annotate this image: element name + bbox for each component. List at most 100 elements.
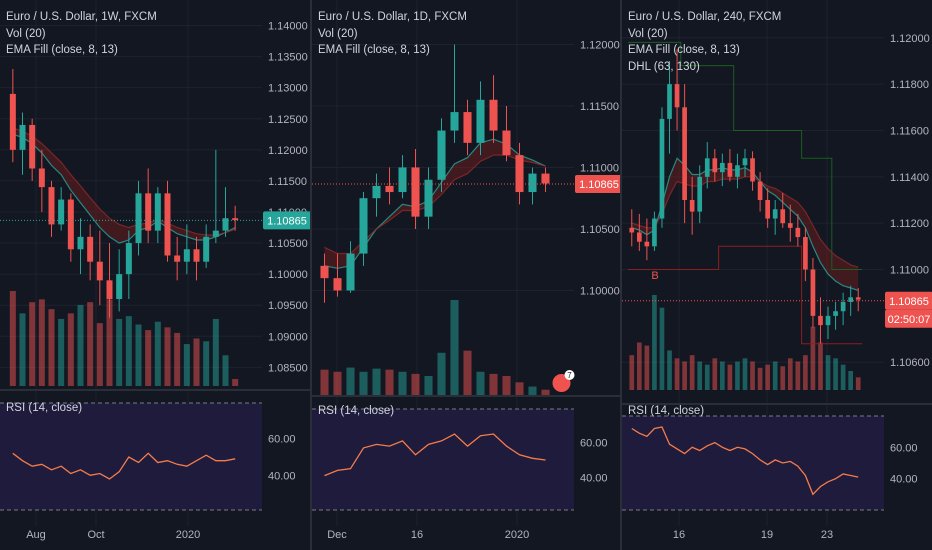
candle[interactable] — [689, 200, 695, 212]
candle[interactable] — [424, 179, 433, 217]
candle[interactable] — [795, 227, 801, 238]
symbol-title-daily[interactable]: Euro / U.S. Dollar, 1D, FXCM — [318, 11, 467, 23]
candle[interactable] — [154, 193, 161, 231]
candle[interactable] — [135, 193, 142, 244]
chart-panel-daily[interactable]: 1.12000 1.11500 1.11000 1.10500 1.10000 1.108… — [312, 0, 620, 550]
candle[interactable] — [320, 265, 329, 279]
candle[interactable] — [58, 199, 65, 225]
candle[interactable] — [515, 155, 524, 193]
panel-divider[interactable] — [620, 0, 622, 550]
indicator-ema-fill-weekly[interactable]: EMA Fill (close, 8, 13) — [6, 44, 118, 56]
candle[interactable] — [333, 278, 342, 291]
candle[interactable] — [818, 315, 823, 326]
candle[interactable] — [29, 124, 36, 169]
candle[interactable] — [476, 99, 485, 143]
candle[interactable] — [840, 301, 846, 312]
candle[interactable] — [644, 241, 650, 247]
rsi-label-4h[interactable]: RSI (14, close) — [628, 405, 705, 417]
candle[interactable] — [346, 253, 355, 291]
candle[interactable] — [541, 173, 550, 184]
current-price-label-bg[interactable] — [575, 175, 620, 194]
candle[interactable] — [48, 187, 55, 225]
candle[interactable] — [502, 130, 511, 156]
candle[interactable] — [833, 311, 838, 316]
candle[interactable] — [803, 237, 808, 270]
candle[interactable] — [398, 167, 407, 193]
candle[interactable] — [704, 158, 710, 177]
indicator-ema-fill-4h[interactable]: EMA Fill (close, 8, 13) — [628, 44, 740, 56]
candle[interactable] — [757, 181, 763, 200]
volume-bar — [787, 358, 793, 390]
candle[interactable] — [372, 185, 381, 199]
chart-canvas-daily[interactable]: 1.12000 1.11500 1.11000 1.10500 1.10000 1.108… — [312, 0, 620, 550]
volume-bar — [346, 367, 355, 395]
candle[interactable] — [232, 218, 239, 221]
candle[interactable] — [659, 118, 665, 219]
candle[interactable] — [463, 112, 472, 143]
candle[interactable] — [411, 167, 420, 217]
candle[interactable] — [96, 261, 103, 281]
indicator-ema-fill-daily[interactable]: EMA Fill (close, 8, 13) — [318, 44, 430, 56]
candle[interactable] — [125, 243, 132, 275]
candle[interactable] — [712, 158, 718, 173]
candle[interactable] — [787, 223, 793, 228]
candle[interactable] — [636, 232, 642, 242]
candle[interactable] — [489, 99, 498, 131]
candle[interactable] — [212, 230, 219, 237]
chart-panel-weekly[interactable]: 1.14000 1.13500 1.13000 1.12500 1.12000 1.115… — [0, 0, 310, 550]
candle[interactable] — [437, 130, 446, 180]
candle[interactable] — [674, 84, 680, 108]
candle[interactable] — [720, 162, 725, 173]
chart-panel-4h[interactable]: 1.12000 1.11800 1.11600 1.11400 1.11200 1.110… — [622, 0, 932, 550]
rsi-label-daily[interactable]: RSI (14, close) — [318, 405, 395, 417]
chart-canvas-4h[interactable]: 1.12000 1.11800 1.11600 1.11400 1.11200 1.110… — [622, 0, 932, 550]
indicator-dhl-4h[interactable]: DHL (63, 130) — [628, 60, 700, 73]
candle[interactable] — [164, 193, 171, 256]
candle[interactable] — [87, 236, 94, 262]
candle[interactable] — [222, 218, 229, 231]
candle[interactable] — [780, 209, 786, 224]
candle[interactable] — [67, 199, 74, 250]
candle[interactable] — [652, 218, 657, 247]
candle[interactable] — [750, 158, 755, 182]
candle[interactable] — [742, 158, 748, 166]
candle[interactable] — [697, 176, 703, 212]
indicator-volume-daily[interactable]: Vol (20) — [318, 27, 358, 40]
candle[interactable] — [735, 165, 740, 177]
candle[interactable] — [193, 249, 200, 262]
candle[interactable] — [77, 236, 84, 250]
candle[interactable] — [116, 274, 123, 299]
candle[interactable] — [772, 209, 778, 219]
candle[interactable] — [174, 255, 181, 262]
candle[interactable] — [19, 124, 26, 150]
candle[interactable] — [727, 162, 733, 177]
candle[interactable] — [183, 249, 190, 262]
chart-canvas-weekly[interactable]: 1.14000 1.13500 1.13000 1.12500 1.12000 1.115… — [0, 0, 310, 550]
candle[interactable] — [528, 173, 537, 193]
candle[interactable] — [855, 297, 861, 300]
candle[interactable] — [385, 185, 394, 193]
current-price-label-bg[interactable] — [263, 211, 310, 230]
symbol-title-4h[interactable]: Euro / U.S. Dollar, 240, FXCM — [628, 11, 782, 23]
candle[interactable] — [667, 84, 672, 119]
ema-slow-line — [12, 127, 236, 236]
indicator-volume-weekly[interactable]: Vol (20) — [6, 27, 46, 40]
rsi-label-weekly[interactable]: RSI (14, close) — [6, 402, 83, 414]
candle[interactable] — [629, 227, 635, 233]
candle[interactable] — [9, 93, 16, 150]
candle[interactable] — [825, 315, 831, 326]
candle[interactable] — [359, 198, 368, 254]
candle[interactable] — [450, 112, 459, 131]
candle[interactable] — [203, 236, 210, 262]
current-price-label-bg[interactable] — [885, 291, 932, 310]
candle[interactable] — [765, 200, 770, 219]
candle[interactable] — [38, 168, 45, 188]
indicator-volume-4h[interactable]: Vol (20) — [628, 27, 668, 40]
symbol-title-weekly[interactable]: Euro / U.S. Dollar, 1W, FXCM — [6, 11, 157, 23]
candle[interactable] — [682, 107, 687, 200]
candle[interactable] — [106, 280, 113, 299]
candle[interactable] — [145, 193, 152, 231]
candle[interactable] — [810, 269, 816, 316]
candle[interactable] — [848, 297, 854, 302]
panel-divider[interactable] — [310, 0, 312, 550]
